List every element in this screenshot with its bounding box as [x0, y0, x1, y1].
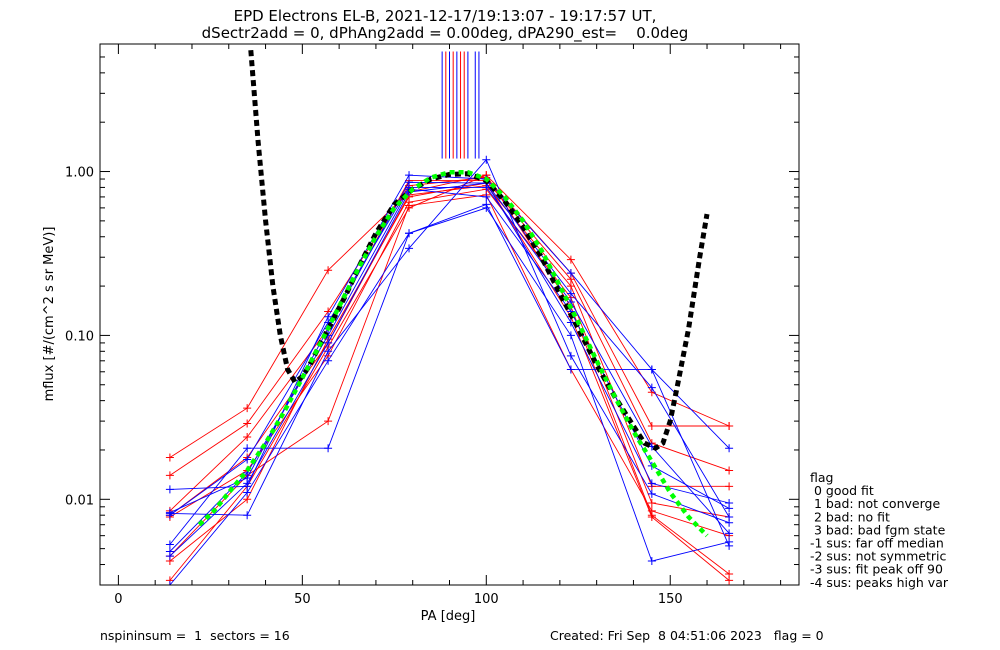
series-14-point-1 [243, 511, 252, 520]
series-15-point-5 [566, 331, 575, 340]
footer-right: Created: Fri Sep 8 04:51:06 2023 flag = … [550, 628, 824, 643]
series-0-point-5 [566, 255, 575, 264]
series-15-point-7 [725, 537, 734, 546]
series-1-point-6 [647, 422, 656, 431]
series-8-point-5 [566, 269, 575, 278]
series-15-point-2 [324, 356, 333, 365]
series-13-point-0 [165, 552, 174, 561]
plot-content [165, 50, 734, 585]
series-14-point-3 [405, 244, 414, 253]
series-13-point-2 [324, 338, 333, 347]
legend-item-7: -3 sus: fit peak off 90 [810, 562, 943, 577]
legend-item-0: flag [810, 470, 833, 485]
series-8-point-0 [165, 485, 174, 494]
series-15-point-0 [165, 581, 174, 585]
x-axis-label: PA [deg] [421, 609, 476, 624]
series-line-14 [169, 158, 730, 524]
series-3-point-5 [566, 282, 575, 291]
series-8-point-3 [405, 171, 414, 180]
series-line-9 [169, 203, 730, 547]
series-3-point-7 [725, 482, 734, 491]
series-0-point-0 [165, 453, 174, 462]
chart-title-line-1: EPD Electrons EL-B, 2021-12-17/19:13:07 … [234, 7, 657, 25]
axes: 0 50 100 150 0.01 0.10 1.00 [65, 43, 799, 607]
series-15-point-4 [482, 203, 491, 212]
fit-curve-green [197, 169, 709, 538]
series-9-point-6 [647, 365, 656, 374]
chart-title-line-2: dSectr2add = 0, dPhAng2add = 0.00deg, dP… [202, 24, 689, 43]
series-2-point-1 [243, 432, 252, 441]
y-axis-label: mflux [#/(cm^2 s sr MeV)] [42, 227, 57, 402]
series-11-point-7 [725, 529, 734, 538]
plot-clip-group [165, 50, 734, 585]
series-line-4 [169, 188, 730, 518]
series-7-point-1 [243, 495, 252, 504]
series-13-point-1 [243, 479, 252, 488]
series-9-point-2 [324, 444, 333, 453]
series-7-point-6 [647, 512, 656, 521]
legend-item-6: -2 sus: not symmetric [810, 549, 946, 564]
y-tick-label-1: 0.10 [65, 329, 94, 344]
x-tick-label-0: 0 [114, 592, 122, 607]
x-tick-label-1: 50 [294, 592, 311, 607]
series-line-13 [169, 182, 730, 557]
series-line-0 [169, 174, 730, 458]
series-line-2 [169, 180, 730, 512]
series-15-point-1 [243, 488, 252, 497]
series-14-point-4 [482, 155, 491, 164]
series-line-1 [169, 177, 730, 476]
series-11-point-1 [243, 455, 252, 464]
series-5-point-2 [324, 417, 333, 426]
series-0-point-2 [324, 266, 333, 275]
y-tick-label-0: 0.01 [65, 493, 94, 508]
series-line-7 [169, 182, 730, 581]
legend-item-8: -4 sus: peaks high var [810, 575, 949, 590]
series-line-6 [169, 174, 730, 581]
series-14-point-6 [647, 489, 656, 498]
series-1-point-1 [243, 419, 252, 428]
legend-item-1: 0 good fit [810, 483, 874, 498]
series-4-point-6 [647, 498, 656, 507]
series-9-point-0 [165, 540, 174, 549]
series-15-point-3 [405, 229, 414, 238]
series-2-point-7 [725, 466, 734, 475]
series-9-point-1 [243, 444, 252, 453]
x-tick-label-3: 150 [658, 592, 683, 607]
x-tick-label-2: 100 [474, 592, 499, 607]
series-14-point-5 [566, 351, 575, 360]
series-line-5 [169, 194, 730, 557]
series-15-point-6 [647, 557, 656, 566]
series-13-point-6 [647, 479, 656, 488]
series-7-point-7 [725, 576, 734, 585]
series-1-point-0 [165, 471, 174, 480]
series-1-point-7 [725, 422, 734, 431]
series-13-point-7 [725, 498, 734, 507]
series-12-point-4 [482, 192, 491, 201]
legend: flag 0 good fit 1 bad: not converge 2 ba… [810, 470, 949, 590]
legend-item-3: 2 bad: no fit [810, 509, 890, 524]
series-10-point-6 [647, 383, 656, 392]
series-line-15 [169, 207, 730, 585]
series-14-point-7 [725, 518, 734, 527]
series-9-point-5 [566, 365, 575, 374]
footer-left: nspininsum = 1 sectors = 16 [100, 628, 290, 643]
legend-item-4: 3 bad: bad fgm state [810, 522, 946, 537]
series-0-point-1 [243, 404, 252, 413]
series-14-point-0 [165, 509, 174, 518]
series-14-point-2 [324, 347, 333, 356]
series-10-point-5 [566, 289, 575, 298]
series-6-point-3 [405, 203, 414, 212]
y-tick-label-2: 1.00 [65, 166, 94, 181]
legend-item-5: -1 sus: far off median [810, 536, 944, 551]
series-8-point-7 [725, 444, 734, 453]
series-line-12 [169, 188, 730, 552]
legend-item-2: 1 bad: not converge [810, 496, 940, 511]
